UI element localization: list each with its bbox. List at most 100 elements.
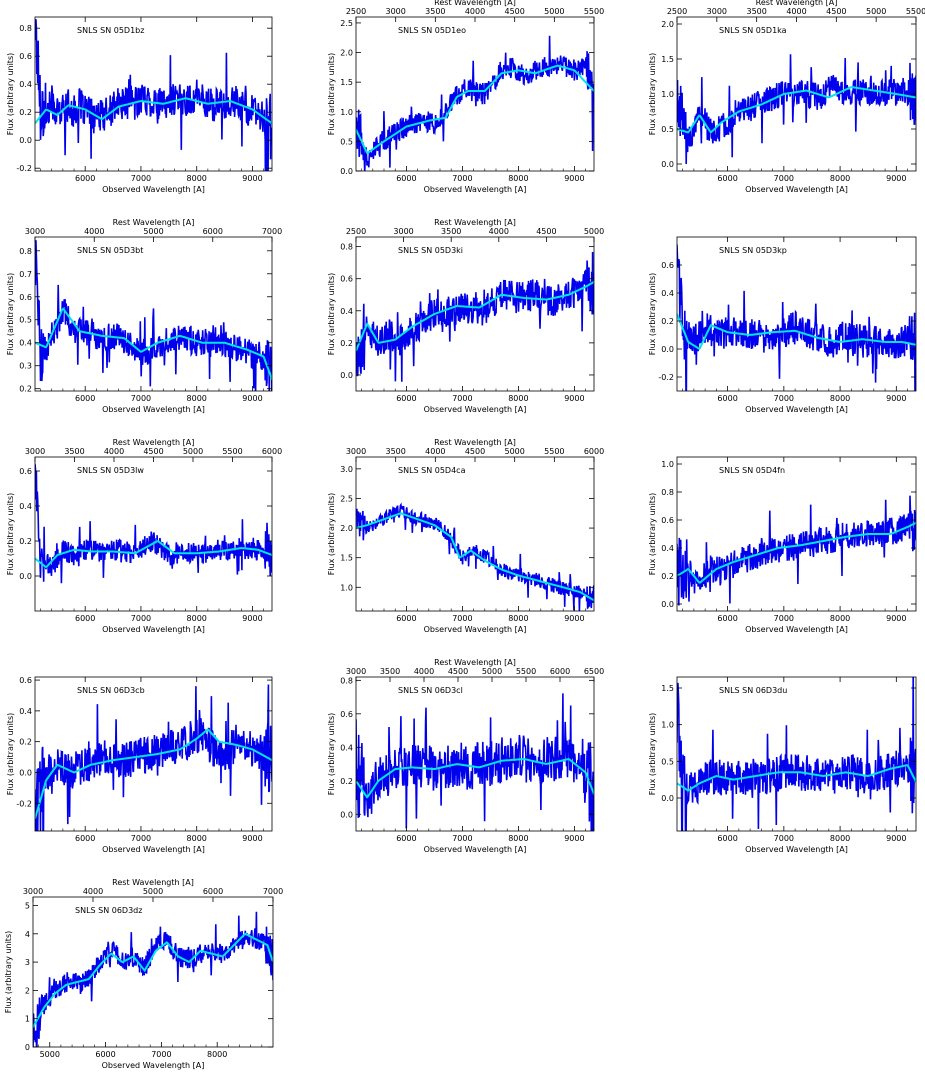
top-tick-label: 4000	[786, 7, 806, 16]
y-tick-label: 0.6	[19, 467, 32, 476]
x-tick-label: 6000	[75, 394, 95, 403]
top-tick-label: 5500	[516, 667, 536, 676]
top-tick-label: 2500	[667, 7, 687, 16]
y-axis-label: Flux (arbitrary units)	[327, 713, 336, 795]
y-tick-label: -0.2	[16, 799, 32, 808]
top-tick-label: 4000	[83, 887, 103, 896]
panel-title: SNLS SN 05D3ki	[398, 246, 463, 255]
model-fit-line	[35, 728, 272, 819]
top-axis-label: Rest Wavelength [A]	[113, 218, 195, 227]
x-axis-label: Observed Wavelength [A]	[745, 625, 848, 634]
top-axis-label: Rest Wavelength [A]	[112, 878, 194, 887]
spectrum-panel: 6000 7000 8000 9000 Observed Wavelength [A] 0…	[648, 676, 917, 854]
y-tick-label: 0.2	[661, 317, 674, 326]
spectrum-panel: 6000 7000 8000 9000 Observed Wavelength [A] 0…	[648, 0, 925, 194]
y-axis-label: Flux (arbitrary units)	[327, 493, 336, 575]
x-tick-label: 8000	[508, 614, 528, 623]
spectrum-panel: 6000 7000 8000 9000 Observed Wavelength [A] 0…	[6, 218, 282, 414]
x-tick-label: 9000	[242, 394, 262, 403]
x-axis-label: Observed Wavelength [A]	[102, 625, 205, 634]
model-fit-line	[677, 313, 916, 350]
x-axis-label: Observed Wavelength [A]	[102, 185, 205, 194]
y-tick-label: 0.4	[340, 743, 353, 752]
spectrum-data	[35, 684, 272, 831]
y-tick-label: 1	[25, 1015, 30, 1024]
y-tick-label: 0.2	[19, 537, 32, 546]
panel-title: SNLS SN 06D3cb	[77, 686, 145, 695]
model-fit-line	[356, 64, 594, 154]
observed-spectrum-line	[35, 19, 272, 171]
y-tick-label: 0.4	[340, 307, 353, 316]
model-fit-line	[33, 932, 273, 1028]
model-fit-line	[35, 97, 272, 125]
plot-frame	[34, 16, 273, 172]
spectrum-data	[677, 495, 916, 606]
top-tick-label: 4500	[465, 447, 485, 456]
y-tick-label: 0.8	[340, 243, 353, 252]
spectrum-data	[33, 911, 273, 1047]
top-tick-label: 6000	[262, 447, 282, 456]
y-axis-label: Flux (arbitrary units)	[648, 53, 657, 135]
x-tick-label: 7000	[774, 174, 794, 183]
observed-spectrum-line	[677, 54, 916, 165]
top-tick-label: 3000	[707, 7, 727, 16]
top-tick-label: 6000	[550, 667, 570, 676]
top-axis-label: Rest Wavelength [A]	[434, 218, 516, 227]
x-tick-label: 7000	[774, 614, 794, 623]
y-axis-label: Flux (arbitrary units)	[6, 713, 15, 795]
panel-title: SNLS SN 05D3lw	[77, 466, 144, 475]
top-tick-label: 7000	[263, 887, 283, 896]
y-tick-label: 2	[25, 986, 30, 995]
top-tick-label: 3500	[746, 7, 766, 16]
x-tick-label: 6000	[396, 834, 416, 843]
y-axis-label: Flux (arbitrary units)	[4, 931, 13, 1013]
x-axis-label: Observed Wavelength [A]	[745, 845, 848, 854]
y-tick-label: 0.4	[661, 544, 674, 553]
y-tick-label: 1.0	[340, 108, 353, 117]
top-axis-label: Rest Wavelength [A]	[756, 0, 838, 7]
top-tick-label: 3500	[441, 227, 461, 236]
top-tick-label: 3500	[425, 7, 445, 16]
x-tick-label: 7000	[452, 834, 472, 843]
spectrum-data	[356, 251, 594, 382]
panel-title: SNLS SN 06D3cl	[398, 686, 463, 695]
top-tick-label: 3000	[23, 887, 43, 896]
y-tick-label: 0.4	[19, 502, 32, 511]
top-tick-label: 6500	[584, 667, 604, 676]
observed-spectrum-line	[356, 502, 594, 611]
y-tick-label: 0.6	[661, 261, 674, 270]
y-tick-label: 0.3	[19, 362, 32, 371]
y-tick-label: 0.4	[19, 707, 32, 716]
y-tick-label: -0.2	[658, 373, 674, 382]
top-tick-label: 4500	[536, 227, 556, 236]
observed-spectrum-line	[677, 244, 916, 391]
plot-frame	[676, 676, 917, 832]
y-tick-label: 1.0	[661, 721, 674, 730]
panel-title: SNLS SN 05D1bz	[77, 26, 144, 35]
panel-title: SNLS SN 05D1ka	[719, 26, 787, 35]
x-tick-label: 6000	[75, 614, 95, 623]
top-tick-label: 3500	[385, 447, 405, 456]
model-fit-line	[677, 86, 916, 134]
top-tick-label: 4000	[84, 227, 104, 236]
y-tick-label: 4	[25, 930, 30, 939]
top-tick-label: 2500	[346, 7, 366, 16]
x-tick-label: 9000	[242, 174, 262, 183]
x-tick-label: 7000	[452, 174, 472, 183]
plot-frame	[676, 456, 917, 612]
x-tick-label: 7000	[452, 614, 472, 623]
spectrum-panel: 6000 7000 8000 9000 Observed Wavelength [A] -…	[6, 676, 273, 854]
spectrum-data	[356, 693, 594, 831]
y-tick-label: 0.4	[19, 339, 32, 348]
model-fit-line	[356, 281, 594, 352]
y-tick-label: 0.2	[19, 385, 32, 394]
top-tick-label: 3000	[393, 227, 413, 236]
y-tick-label: 0.0	[340, 371, 353, 380]
panel-title: SNLS SN 05D3kp	[719, 246, 787, 255]
x-axis-label: Observed Wavelength [A]	[424, 185, 527, 194]
observed-spectrum-line	[33, 911, 273, 1047]
y-tick-label: 0.6	[661, 516, 674, 525]
top-tick-label: 6000	[203, 887, 223, 896]
top-tick-label: 4000	[104, 447, 124, 456]
